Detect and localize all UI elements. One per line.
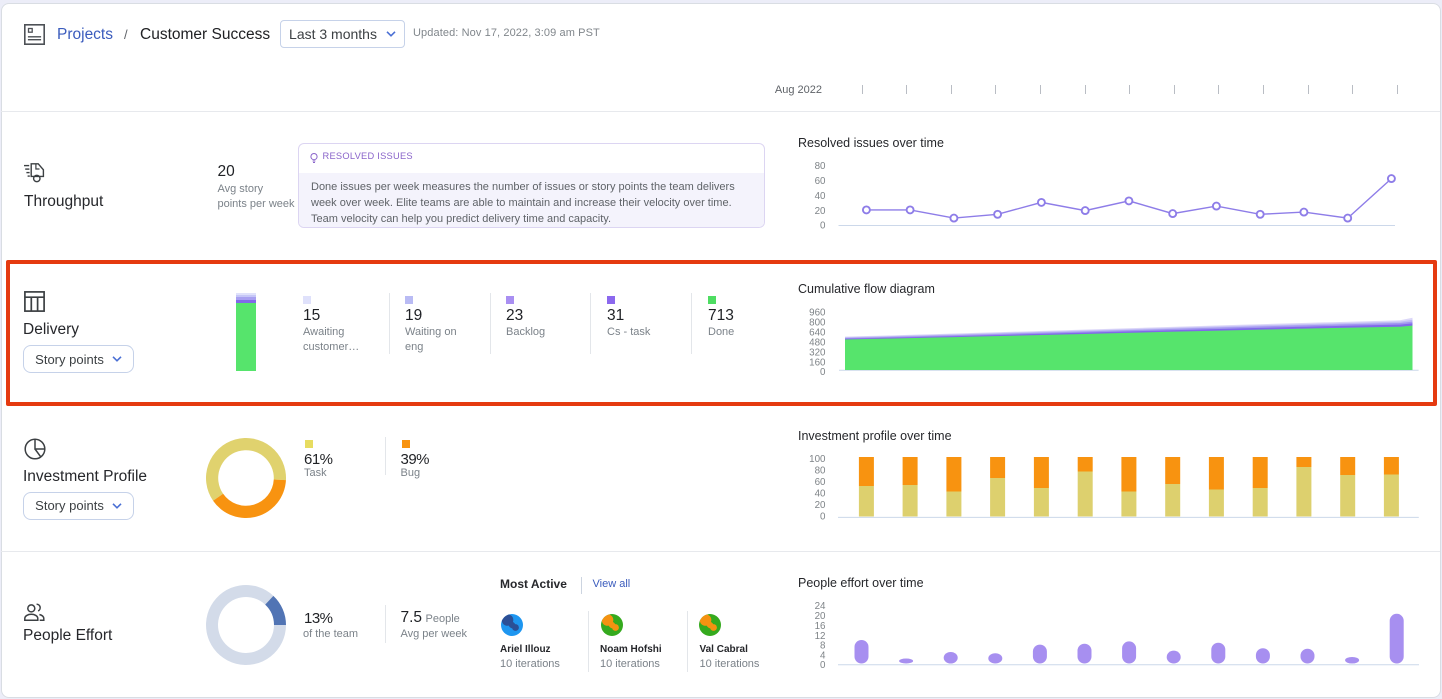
svg-text:60: 60 [815, 176, 826, 187]
svg-text:80: 80 [815, 161, 826, 172]
svg-text:8: 8 [820, 641, 826, 652]
svg-text:160: 160 [809, 357, 826, 368]
svg-text:4: 4 [820, 650, 826, 661]
svg-text:0: 0 [820, 660, 826, 671]
svg-text:800: 800 [809, 317, 826, 328]
svg-text:16: 16 [815, 621, 826, 632]
svg-text:24: 24 [815, 601, 826, 612]
svg-text:0: 0 [820, 512, 826, 523]
svg-text:640: 640 [809, 327, 826, 338]
svg-text:0: 0 [820, 367, 826, 378]
svg-text:60: 60 [815, 477, 826, 488]
svg-text:12: 12 [815, 631, 826, 642]
svg-text:20: 20 [815, 500, 826, 511]
svg-text:40: 40 [815, 191, 826, 202]
svg-text:960: 960 [809, 307, 826, 318]
svg-text:20: 20 [815, 206, 826, 217]
svg-text:0: 0 [820, 221, 826, 232]
svg-text:480: 480 [809, 337, 826, 348]
svg-text:80: 80 [815, 466, 826, 477]
svg-text:40: 40 [815, 489, 826, 500]
svg-text:320: 320 [809, 347, 826, 358]
svg-text:20: 20 [815, 611, 826, 622]
svg-text:100: 100 [809, 454, 826, 465]
